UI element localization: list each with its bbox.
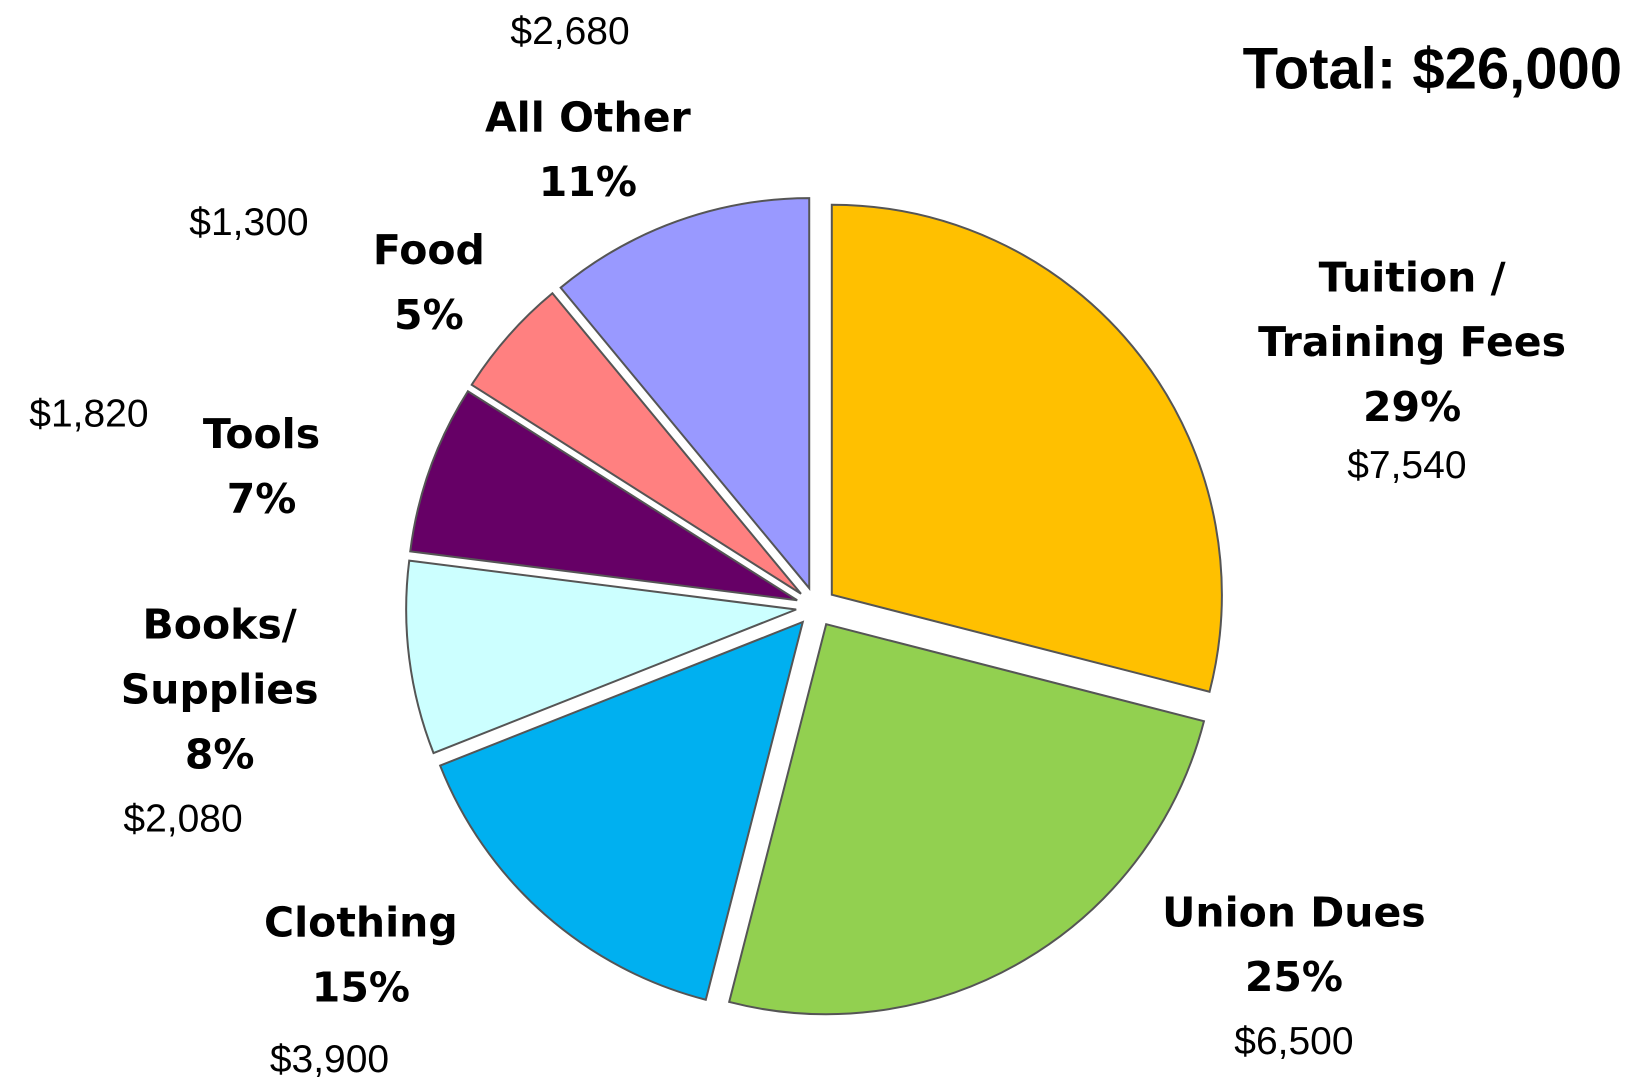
pie-slice bbox=[470, 291, 802, 595]
slice-label: Food bbox=[373, 226, 485, 274]
slice-amount: $7,540 bbox=[1347, 444, 1466, 487]
slice-label: Books/ bbox=[143, 601, 297, 649]
slice-percent: 29% bbox=[1363, 383, 1461, 431]
slice-label: Training Fees bbox=[1258, 318, 1566, 366]
pie-slice bbox=[830, 203, 1223, 693]
slice-label: Union Dues bbox=[1162, 888, 1426, 936]
slice-label: Tools bbox=[203, 410, 320, 458]
total-annotation: Total: $26,000 bbox=[1243, 36, 1622, 101]
slice-percent: 15% bbox=[312, 964, 410, 1012]
slice-amount: $2,680 bbox=[510, 10, 629, 53]
pie-slice bbox=[559, 197, 811, 591]
slice-amount: $1,300 bbox=[189, 201, 308, 244]
pie-slice bbox=[438, 620, 805, 1001]
slice-amount: $6,500 bbox=[1234, 1020, 1353, 1063]
slice-percent: 11% bbox=[539, 158, 637, 206]
slice-label: Tuition / bbox=[1319, 253, 1506, 301]
slice-amount: $2,080 bbox=[123, 797, 242, 840]
slice-percent: 7% bbox=[227, 475, 297, 523]
slice-percent: 8% bbox=[185, 730, 255, 778]
pie-slice bbox=[409, 389, 798, 602]
slice-percent: 5% bbox=[394, 291, 464, 339]
slice-amount: $3,900 bbox=[270, 1038, 389, 1077]
slice-label: All Other bbox=[485, 93, 692, 141]
slice-label: Supplies bbox=[121, 665, 319, 713]
pie-slice bbox=[727, 622, 1206, 1016]
slice-label: Clothing bbox=[264, 899, 458, 947]
slice-amount: $1,820 bbox=[29, 393, 148, 436]
pie-slice bbox=[405, 559, 797, 755]
slice-percent: 25% bbox=[1245, 953, 1343, 1001]
